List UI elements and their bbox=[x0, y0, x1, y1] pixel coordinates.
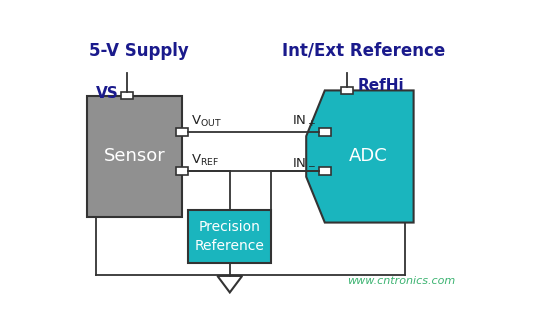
Bar bbox=[319, 167, 331, 175]
Polygon shape bbox=[217, 276, 242, 292]
Text: ADC: ADC bbox=[349, 148, 387, 165]
Bar bbox=[319, 128, 331, 136]
Text: Precision
Reference: Precision Reference bbox=[195, 220, 265, 253]
Text: 5-V Supply: 5-V Supply bbox=[90, 42, 189, 60]
Bar bbox=[176, 167, 189, 175]
Text: www.cntronics.com: www.cntronics.com bbox=[348, 276, 456, 286]
Bar bbox=[341, 86, 353, 94]
Bar bbox=[189, 210, 271, 263]
Text: $\mathregular{IN_-}$: $\mathregular{IN_-}$ bbox=[292, 155, 317, 168]
Text: $\mathregular{IN_+}$: $\mathregular{IN_+}$ bbox=[292, 114, 317, 129]
Text: RefHi: RefHi bbox=[357, 78, 404, 93]
Polygon shape bbox=[306, 90, 414, 222]
Text: VS: VS bbox=[96, 86, 119, 101]
Bar bbox=[121, 92, 133, 99]
Text: Int/Ext Reference: Int/Ext Reference bbox=[282, 42, 446, 60]
Text: $\mathregular{V_{OUT}}$: $\mathregular{V_{OUT}}$ bbox=[191, 114, 221, 129]
Bar bbox=[87, 95, 182, 217]
Text: Sensor: Sensor bbox=[104, 148, 166, 165]
Bar bbox=[176, 128, 189, 136]
Text: $\mathregular{V_{REF}}$: $\mathregular{V_{REF}}$ bbox=[191, 153, 219, 168]
